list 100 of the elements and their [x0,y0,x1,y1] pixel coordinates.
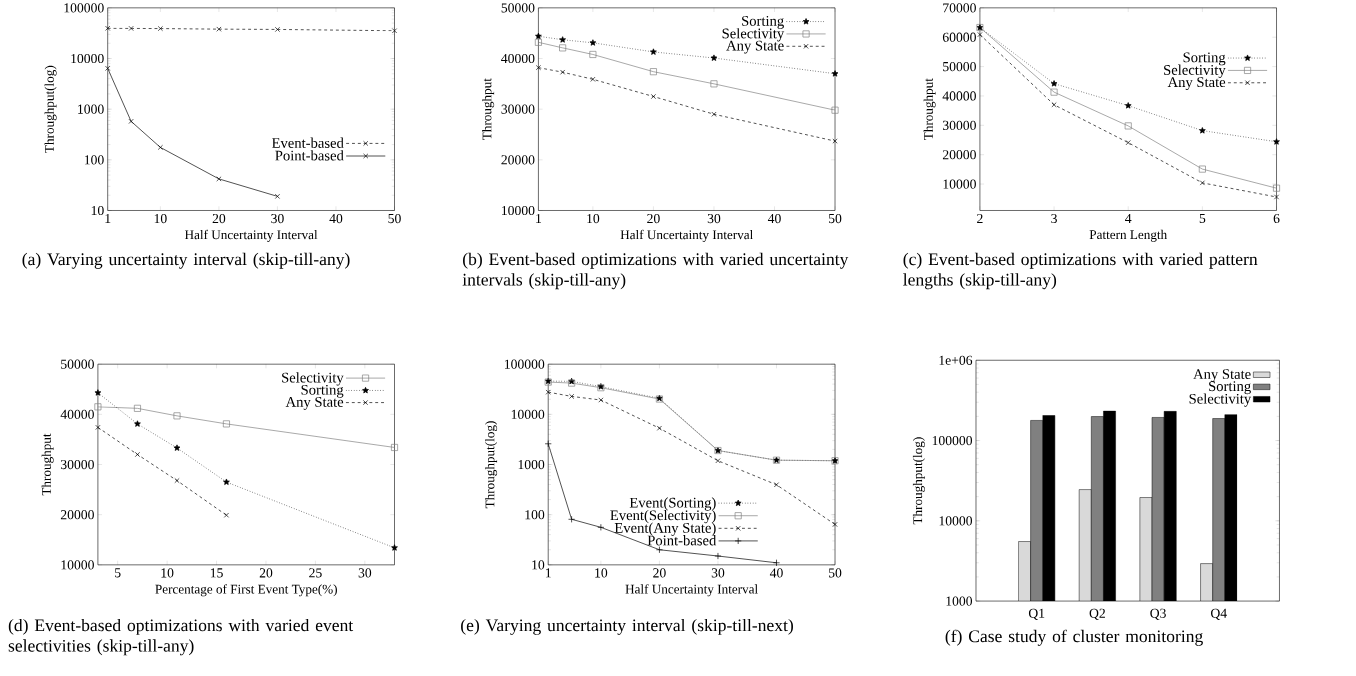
legend-label: Any State [285,396,344,410]
legend-label: Sorting [1183,52,1226,66]
point [1273,184,1280,192]
legend-label: Any State [726,40,784,54]
y-tick-label: 50000 [501,3,535,13]
y-tick-label: 30000 [501,104,535,114]
y-tick-label: 1000 [518,459,545,469]
point [391,28,398,34]
x-tick-label: 25 [309,568,322,578]
point [216,26,222,32]
x-tick-label: 20 [259,568,273,578]
x-tick-label: Q2 [1089,608,1105,620]
point [559,36,566,43]
x-tick-label: 10 [161,568,174,578]
point [773,559,780,567]
point [544,440,552,448]
x-tick-label: 50 [828,568,842,578]
x-tick-label: 1 [105,213,111,223]
point [832,138,838,144]
legend-label: Point-based [647,534,717,546]
point [173,412,181,420]
point [535,32,542,39]
legend-label: Selectivity [722,27,785,42]
y-tick-label: 10 [532,560,545,570]
point [568,515,576,523]
point [274,193,280,199]
legend-label: Event-based [271,137,344,148]
x-axis-title: Half Uncertainty Interval [625,583,758,597]
point [831,106,839,114]
x-tick-label: 30 [711,568,725,578]
y-tick-label: 100000 [932,435,973,445]
point [589,39,597,46]
text: (b) Event-based optimizations with varied uncertainty intervals (skip-till-any) [462,252,849,290]
text: (d) Event-based optimizations with varied event selectivities (skip-till-any) [8,618,354,656]
y-tick-label: 10000 [943,179,976,189]
point [545,389,551,395]
point [656,425,662,431]
x-tick-label: 20 [212,213,226,223]
legend-label: Selectivity [1189,393,1252,407]
x-tick-label: 30 [271,213,284,223]
point [650,93,656,99]
point [1124,101,1132,109]
legend-label: Event(Any State) [614,522,716,536]
legend-label: Event(Sorting) [629,497,716,511]
x-tick-label: 4 [1125,213,1132,223]
x-tick-label: 10 [587,213,600,223]
point [94,389,102,396]
point [173,444,181,451]
text: (c) Event-based optimizations with varied pattern lengths (skip-till-any) [903,252,1258,290]
y-tick-label: 40000 [501,53,535,63]
point [1051,102,1057,108]
point [710,54,718,61]
y-tick-label: 20000 [501,155,535,165]
x-tick-label: 1 [536,213,542,223]
point [649,68,657,75]
legend-label: Event(Selectivity) [610,509,716,524]
point [710,80,718,88]
x-axis-title: Percentage of First Event Type(%) [155,583,337,597]
y-tick-label: 100000 [504,359,545,369]
y-tick-label: 10000 [61,560,94,570]
point [977,31,983,37]
y-tick-label: 10000 [511,409,545,419]
point [590,76,596,82]
x-tick-label: Q4 [1210,608,1227,620]
legend-label: Selectivity [282,372,344,386]
x-tick-label: 2 [977,213,983,223]
y-tick-label: 1e+06 [939,355,973,365]
point [832,521,838,527]
x-tick-label: 10 [595,568,608,578]
y-tick-label: 10000 [502,205,535,215]
y-tick-label: 50000 [61,359,94,369]
point [831,70,839,77]
x-axis-title: Pattern Length [1089,229,1167,242]
point [134,420,141,427]
y-tick-label: 40000 [942,91,976,101]
y-tick-label: 10 [91,205,104,215]
point [773,482,780,488]
point [534,38,542,46]
x-axis-title: Half Uncertainty Interval [620,229,754,242]
text: (f) Case study of cluster monitoring [945,629,1203,646]
point [157,25,163,31]
point [216,176,222,182]
text: (a) Varying uncertainty interval (skip-till-any) [22,252,350,269]
point [274,26,280,32]
legend-label: Any State [1167,76,1226,90]
y-tick-label: 100 [525,509,545,520]
text: (e) Varying uncertainty interval (skip-till-next) [461,618,793,635]
point [1125,139,1131,145]
x-tick-label: 3 [1051,213,1057,223]
x-tick-label: Q1 [1028,608,1045,620]
y-tick-label: 50000 [943,61,976,71]
point [391,443,398,451]
point [655,546,663,553]
legend-label: Sorting [301,384,344,398]
point [128,25,134,31]
legend-label: Point-based [275,149,344,161]
point [1050,88,1058,96]
legend-label: Selectivity [1164,64,1226,78]
y-tick-label: 100 [84,155,104,165]
point [1273,138,1280,145]
